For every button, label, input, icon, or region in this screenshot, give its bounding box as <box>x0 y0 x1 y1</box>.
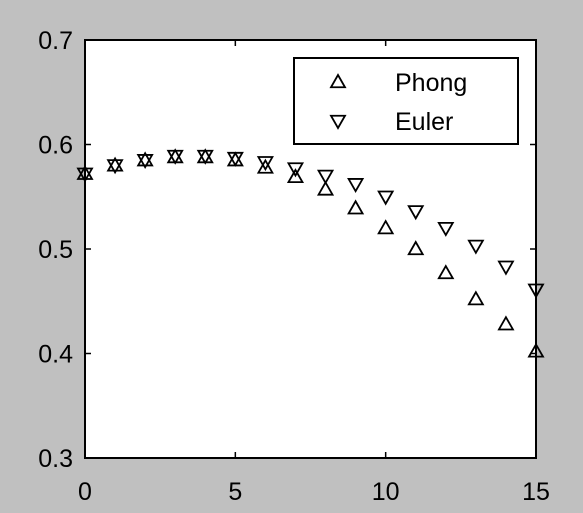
euler-point <box>316 169 335 185</box>
x-tick-label: 0 <box>78 478 92 506</box>
euler-point <box>136 154 154 169</box>
euler-point <box>196 149 214 165</box>
phong-point <box>377 219 395 235</box>
tick-labels: 0 5 10 15 0.3 0.4 0.5 0.6 0.7 <box>38 27 550 506</box>
euler-point <box>106 159 124 175</box>
phong-point <box>407 240 425 256</box>
phong-point <box>347 199 365 215</box>
euler-point <box>467 239 485 255</box>
euler-point <box>286 162 305 178</box>
phong-point <box>467 290 485 306</box>
y-tick-label: 0.4 <box>38 341 73 369</box>
series-euler <box>76 149 545 299</box>
euler-point <box>256 156 274 172</box>
euler-point <box>497 260 515 276</box>
legend-box <box>293 57 519 145</box>
euler-point <box>166 149 184 165</box>
phong-point <box>316 180 335 196</box>
legend-marker-phong <box>329 73 347 89</box>
phong-point <box>527 342 545 358</box>
phong-point <box>256 158 274 174</box>
legend-label-phong: Phong <box>395 69 467 97</box>
euler-point <box>347 178 365 194</box>
legend-items: Phong Euler <box>329 69 467 136</box>
legend-label-euler: Euler <box>395 108 453 136</box>
legend-marker-euler <box>329 114 347 130</box>
euler-point <box>226 151 244 167</box>
axis-ticks <box>84 39 537 459</box>
phong-point <box>286 168 305 184</box>
euler-point <box>407 205 425 221</box>
legend: Phong Euler <box>293 57 519 145</box>
x-tick-label: 5 <box>228 478 242 506</box>
euler-point <box>437 221 455 237</box>
data-markers <box>76 148 545 358</box>
phong-point <box>497 315 515 331</box>
euler-point <box>377 190 395 206</box>
x-tick-label: 10 <box>372 478 400 506</box>
euler-point <box>527 283 545 299</box>
phong-point <box>437 264 455 280</box>
y-tick-label: 0.3 <box>38 445 73 473</box>
y-tick-label: 0.5 <box>38 236 73 264</box>
y-tick-label: 0.7 <box>38 27 73 55</box>
y-tick-label: 0.6 <box>38 132 73 160</box>
euler-point <box>76 167 94 183</box>
x-tick-label: 15 <box>522 478 550 506</box>
